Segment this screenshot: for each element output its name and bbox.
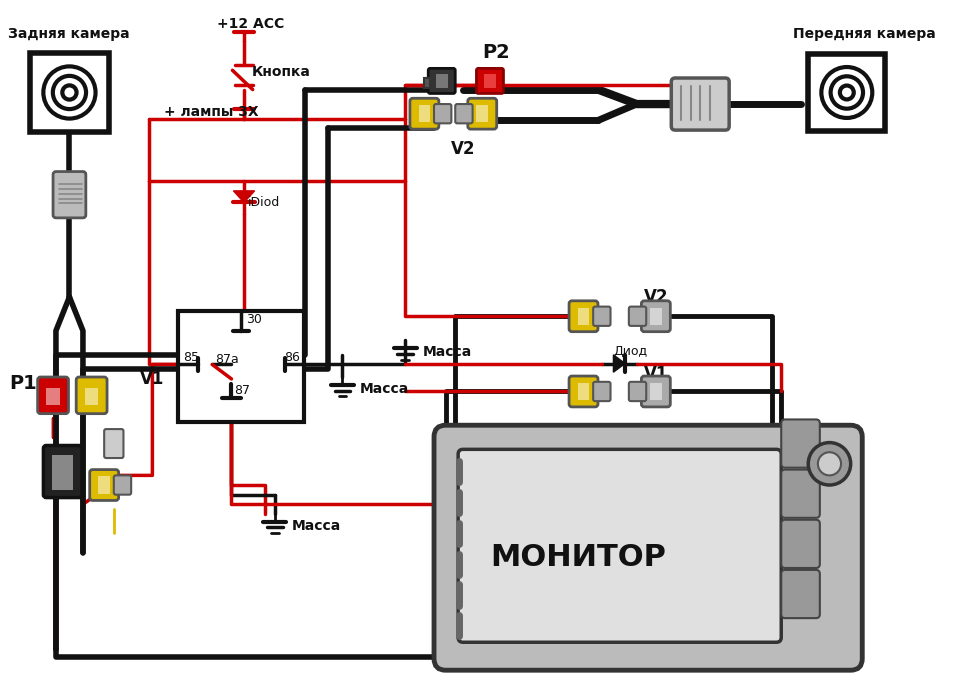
Polygon shape — [233, 191, 254, 202]
FancyBboxPatch shape — [569, 376, 598, 407]
FancyBboxPatch shape — [641, 376, 670, 407]
Text: + лампы 3Х: + лампы 3Х — [164, 105, 258, 119]
FancyBboxPatch shape — [593, 382, 611, 401]
Text: V2: V2 — [451, 141, 476, 158]
Circle shape — [808, 442, 851, 485]
Bar — [484, 74, 495, 88]
FancyBboxPatch shape — [428, 69, 455, 93]
Text: Масса: Масса — [292, 519, 342, 533]
Bar — [808, 54, 885, 131]
Text: МОНИТОР: МОНИТОР — [490, 543, 665, 572]
Text: Масса: Масса — [360, 382, 409, 395]
Polygon shape — [613, 355, 625, 372]
Text: 87a: 87a — [215, 353, 239, 366]
Circle shape — [62, 85, 77, 99]
Bar — [476, 105, 488, 122]
FancyBboxPatch shape — [629, 382, 646, 401]
FancyBboxPatch shape — [37, 377, 68, 414]
Bar — [436, 74, 447, 88]
FancyBboxPatch shape — [458, 449, 781, 642]
Bar — [650, 383, 661, 400]
Text: 86: 86 — [284, 351, 300, 364]
FancyBboxPatch shape — [434, 425, 862, 670]
Bar — [650, 307, 661, 325]
Text: Диод: Диод — [613, 345, 648, 358]
FancyBboxPatch shape — [455, 104, 472, 123]
Text: 85: 85 — [183, 351, 200, 364]
Bar — [424, 78, 430, 88]
FancyBboxPatch shape — [593, 307, 611, 326]
FancyBboxPatch shape — [476, 69, 503, 93]
Bar — [578, 307, 589, 325]
Bar — [98, 476, 110, 494]
Circle shape — [43, 66, 96, 118]
Text: Кнопка: Кнопка — [252, 65, 311, 79]
FancyBboxPatch shape — [114, 475, 132, 495]
Bar — [578, 383, 589, 400]
Text: P1: P1 — [10, 374, 37, 393]
Circle shape — [818, 452, 841, 475]
Text: +12 ACC: +12 ACC — [217, 17, 284, 31]
Text: iDiod: iDiod — [248, 196, 280, 209]
FancyBboxPatch shape — [89, 470, 119, 500]
Text: V1: V1 — [140, 370, 164, 388]
Text: 30: 30 — [246, 313, 262, 326]
Circle shape — [53, 76, 86, 109]
Text: V1: V1 — [644, 365, 669, 383]
Text: Передняя камера: Передняя камера — [793, 27, 936, 41]
Bar — [52, 455, 73, 490]
Text: Масса: Масса — [422, 345, 471, 359]
Circle shape — [830, 76, 863, 108]
FancyBboxPatch shape — [629, 307, 646, 326]
FancyBboxPatch shape — [43, 445, 82, 498]
Circle shape — [822, 67, 873, 118]
Text: V2: V2 — [644, 288, 669, 306]
FancyBboxPatch shape — [53, 172, 85, 218]
FancyBboxPatch shape — [76, 377, 108, 414]
FancyBboxPatch shape — [569, 301, 598, 332]
Bar — [46, 388, 60, 405]
FancyBboxPatch shape — [781, 520, 820, 568]
FancyBboxPatch shape — [641, 301, 670, 332]
Bar — [84, 388, 98, 405]
FancyBboxPatch shape — [105, 429, 124, 458]
FancyBboxPatch shape — [434, 104, 451, 123]
FancyBboxPatch shape — [468, 98, 496, 129]
Text: 87: 87 — [234, 384, 251, 397]
FancyBboxPatch shape — [671, 78, 730, 130]
Text: Задняя камера: Задняя камера — [8, 27, 130, 41]
Bar — [179, 312, 303, 422]
FancyBboxPatch shape — [781, 470, 820, 518]
Bar — [30, 53, 109, 132]
Circle shape — [840, 85, 853, 99]
Bar — [419, 105, 430, 122]
FancyBboxPatch shape — [781, 419, 820, 468]
Text: P2: P2 — [482, 43, 510, 62]
FancyBboxPatch shape — [781, 570, 820, 618]
FancyBboxPatch shape — [410, 98, 439, 129]
